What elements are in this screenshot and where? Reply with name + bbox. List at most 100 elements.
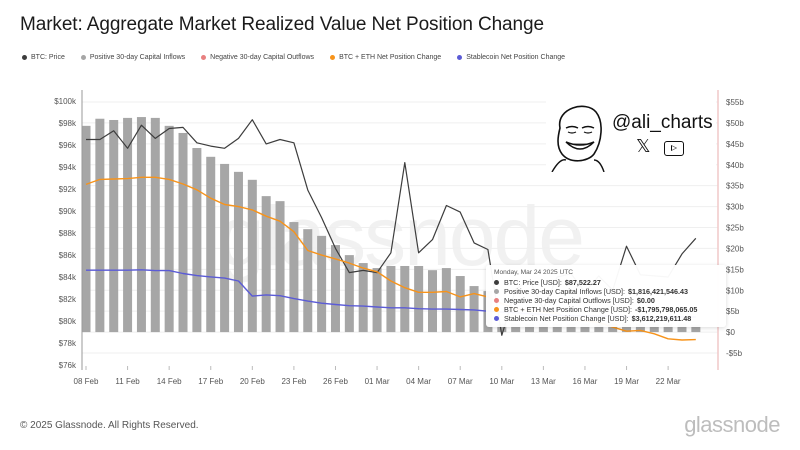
copyright-text: © 2025 Glassnode. All Rights Reserved.: [20, 420, 199, 431]
right-axis-tick-label: $10b: [726, 286, 744, 295]
tooltip-label: BTC: Price [USD]:: [504, 278, 562, 287]
inflow-bar[interactable]: [566, 323, 576, 333]
author-handle: @ali_charts: [612, 112, 713, 133]
inflow-bar[interactable]: [511, 323, 521, 333]
inflow-bar[interactable]: [233, 171, 243, 333]
inflow-bar[interactable]: [275, 201, 285, 333]
inflow-bar[interactable]: [622, 323, 632, 333]
inflow-bar[interactable]: [317, 235, 327, 333]
tooltip-value: -$1,795,798,065.05: [635, 305, 698, 314]
inflow-bar[interactable]: [538, 323, 548, 333]
inflow-bar[interactable]: [552, 323, 562, 333]
legend-item-negative-outflows[interactable]: Negative 30-day Capital Outflows: [201, 54, 314, 61]
tooltip-label: Positive 30-day Capital Inflows [USD]:: [504, 287, 626, 296]
inflow-bar[interactable]: [635, 323, 645, 333]
tooltip-dot-icon: [494, 316, 499, 321]
inflow-bar[interactable]: [247, 179, 257, 333]
inflow-bar[interactable]: [289, 222, 299, 333]
inflow-bar[interactable]: [441, 268, 451, 333]
x-axis-tick-label: 14 Feb: [157, 377, 182, 386]
meme-face-icon: [551, 105, 605, 172]
right-axis-tick-label: $40b: [726, 161, 744, 170]
tooltip-dot-icon: [494, 289, 499, 294]
inflow-bar[interactable]: [691, 324, 701, 333]
inflow-bars: [81, 117, 701, 333]
inflow-bar[interactable]: [497, 323, 507, 333]
inflow-bar[interactable]: [178, 132, 188, 333]
right-axis-tick-label: $55b: [726, 98, 744, 107]
inflow-bar[interactable]: [428, 270, 437, 333]
inflow-bar[interactable]: [677, 323, 687, 333]
left-axis-tick-label: $98k: [59, 119, 77, 128]
chart-legend: BTC: Price Positive 30-day Capital Inflo…: [22, 54, 581, 61]
tooltip-label: Stablecoin Net Position Change [USD]:: [504, 314, 629, 323]
legend-label: BTC: Price: [31, 54, 65, 61]
inflow-bar[interactable]: [594, 323, 604, 333]
left-axis-tick-label: $94k: [59, 163, 77, 172]
x-axis-tick-label: 11 Feb: [115, 377, 140, 386]
tooltip-value: $87,522.27: [564, 278, 601, 287]
inflow-bar[interactable]: [109, 119, 119, 333]
legend-label: BTC + ETH Net Position Change: [339, 54, 442, 61]
inflow-bar[interactable]: [663, 323, 673, 333]
legend-dot-icon: [22, 55, 27, 60]
left-axis-tick-label: $96k: [59, 141, 77, 150]
inflow-bar[interactable]: [164, 125, 174, 333]
legend-item-btc-price[interactable]: BTC: Price: [22, 54, 65, 61]
left-axis-tick-label: $78k: [59, 339, 77, 348]
inflow-bar[interactable]: [136, 117, 146, 333]
left-axis-tick-label: $90k: [59, 207, 77, 216]
inflow-bar[interactable]: [372, 268, 382, 333]
inflow-bar[interactable]: [192, 148, 202, 333]
tooltip-row-negative-outflows: Negative 30-day Capital Outflows [USD]: …: [494, 296, 720, 305]
tooltip-row-btc-price: BTC: Price [USD]: $87,522.27: [494, 278, 720, 287]
inflow-bar[interactable]: [525, 323, 535, 333]
hover-tooltip: Monday, Mar 24 2025 UTC BTC: Price [USD]…: [486, 265, 726, 327]
legend-label: Positive 30-day Capital Inflows: [89, 54, 186, 61]
author-badge: @ali_charts 𝕏: [546, 98, 716, 172]
x-axis-tick-label: 22 Mar: [656, 377, 681, 386]
inflow-bar[interactable]: [414, 265, 424, 333]
tooltip-date: Monday, Mar 24 2025 UTC: [494, 269, 574, 276]
inflow-bar[interactable]: [206, 156, 216, 333]
inflow-bar[interactable]: [455, 276, 465, 333]
inflow-bar[interactable]: [386, 265, 396, 333]
legend-item-positive-inflows[interactable]: Positive 30-day Capital Inflows: [80, 54, 186, 61]
inflow-bar[interactable]: [608, 323, 618, 333]
x-axis-tick-label: 20 Feb: [240, 377, 265, 386]
legend-label: Negative 30-day Capital Outflows: [210, 54, 315, 61]
inflow-bar[interactable]: [303, 229, 313, 333]
inflow-bar[interactable]: [580, 323, 590, 333]
legend-item-btc-eth-net[interactable]: BTC + ETH Net Position Change: [330, 54, 441, 61]
inflow-bar[interactable]: [123, 117, 133, 333]
inflow-bar[interactable]: [95, 118, 105, 333]
inflow-bar[interactable]: [344, 255, 354, 333]
x-logo-icon[interactable]: 𝕏: [636, 136, 651, 156]
x-axis-tick-label: 17 Feb: [198, 377, 223, 386]
inflow-bar[interactable]: [261, 196, 271, 333]
right-axis-tick-label: $15b: [726, 265, 744, 274]
left-axis-tick-label: $100k: [54, 97, 77, 106]
inflow-bar[interactable]: [220, 163, 230, 333]
inflow-bar[interactable]: [330, 245, 340, 333]
tooltip-value: $3,612,219,611.48: [631, 314, 692, 323]
tooltip-label: BTC + ETH Net Position Change [USD]:: [504, 305, 633, 314]
x-axis-tick-label: 23 Feb: [281, 377, 306, 386]
legend-item-stablecoin-net[interactable]: Stablecoin Net Position Change: [457, 54, 565, 61]
inflow-bar[interactable]: [469, 286, 479, 333]
left-axis-tick-label: $88k: [59, 229, 77, 238]
left-axis-tick-label: $76k: [59, 361, 77, 370]
right-axis-tick-label: $5b: [726, 307, 740, 316]
inflow-bar[interactable]: [400, 265, 410, 333]
x-axis-tick-label: 16 Mar: [573, 377, 598, 386]
tooltip-dot-icon: [494, 280, 499, 285]
inflow-bar[interactable]: [358, 263, 368, 333]
inflow-bar[interactable]: [649, 323, 659, 333]
inflow-bar[interactable]: [150, 117, 160, 333]
glassnode-logo[interactable]: glassnode: [684, 412, 780, 437]
inflow-bar[interactable]: [81, 125, 91, 333]
youtube-icon[interactable]: [664, 141, 684, 156]
legend-label: Stablecoin Net Position Change: [466, 54, 566, 61]
left-axis-tick-label: $92k: [59, 185, 77, 194]
